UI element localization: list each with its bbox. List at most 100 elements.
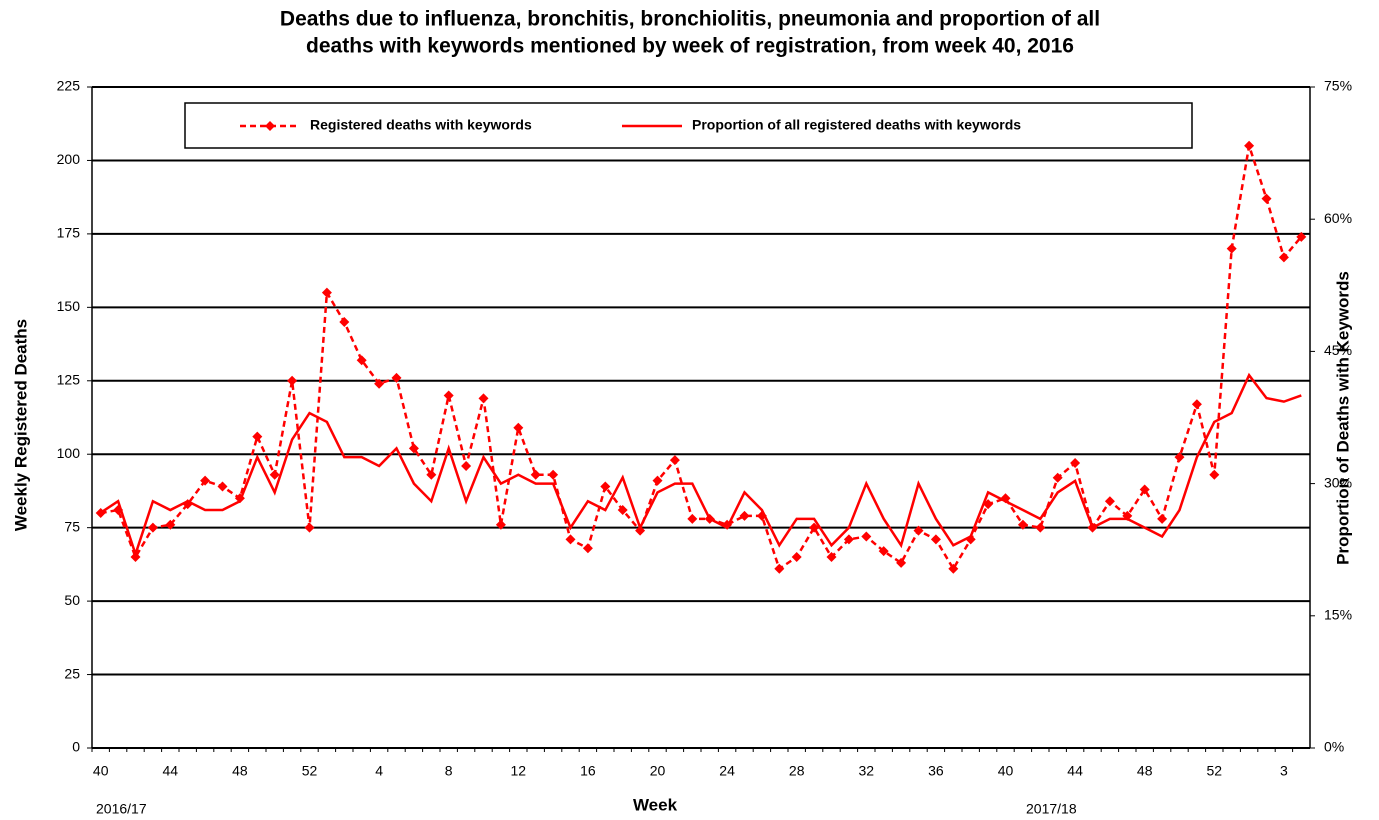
x-tick-label: 28: [789, 763, 805, 779]
series-marker: [321, 287, 332, 298]
x-tick-label: 8: [445, 763, 453, 779]
series-marker: [843, 534, 854, 545]
x-tick-label: 16: [580, 763, 596, 779]
y-tick-label: 225: [57, 78, 81, 94]
series-marker: [1035, 522, 1046, 533]
series-line: [100, 372, 1302, 559]
series-marker: [1226, 243, 1237, 254]
x-tick-label: 36: [928, 763, 944, 779]
series-marker: [582, 543, 593, 554]
series-marker: [600, 481, 611, 492]
series-marker: [304, 522, 315, 533]
y-tick-label: 150: [57, 298, 81, 314]
series-marker: [930, 534, 941, 545]
series-marker: [513, 422, 524, 433]
series-marker: [687, 513, 698, 524]
series-marker: [652, 475, 663, 486]
series-marker: [1278, 252, 1289, 263]
series-marker: [426, 469, 437, 480]
x-tick-label: 44: [163, 763, 179, 779]
legend-box: [184, 102, 1193, 149]
series-marker: [217, 481, 228, 492]
y2-tick-label: 30%: [1324, 474, 1352, 490]
y-axis-title: Weekly Registered Deaths: [11, 319, 30, 531]
series-marker: [617, 505, 628, 516]
chart-title: Deaths due to influenza, bronchitis, bro…: [280, 8, 1100, 31]
series-line: [100, 145, 1303, 572]
y2-tick-label: 0%: [1324, 739, 1344, 755]
series-marker: [826, 552, 837, 563]
season-label: 2017/18: [1026, 801, 1077, 817]
series-marker: [1017, 519, 1028, 530]
series-marker: [1296, 231, 1307, 242]
legend-marker: [265, 121, 275, 131]
series-marker: [739, 510, 750, 521]
x-tick-label: 4: [375, 763, 383, 779]
x-tick-label: 3: [1280, 763, 1288, 779]
series-marker: [391, 372, 402, 383]
series-marker: [530, 469, 541, 480]
y-tick-label: 175: [57, 225, 81, 241]
y-tick-label: 100: [57, 445, 81, 461]
legend-label: Proportion of all registered deaths with…: [692, 117, 1021, 133]
series-marker: [635, 525, 646, 536]
series-marker: [1244, 140, 1255, 151]
series-marker: [861, 531, 872, 542]
series-marker: [809, 522, 820, 533]
season-label: 2016/17: [96, 801, 147, 817]
series-marker: [252, 431, 263, 442]
series-marker: [1261, 193, 1272, 204]
series-marker: [948, 563, 959, 574]
series-marker: [565, 534, 576, 545]
x-tick-label: 24: [719, 763, 735, 779]
series-marker: [1070, 458, 1081, 469]
x-tick-label: 40: [93, 763, 109, 779]
series-marker: [356, 355, 367, 366]
x-tick-label: 40: [998, 763, 1014, 779]
y2-axis-title: Proportion of Deaths with Keywords: [1333, 271, 1352, 565]
y2-tick-label: 15%: [1324, 607, 1352, 623]
series-marker: [443, 390, 454, 401]
legend-label: Registered deaths with keywords: [310, 117, 532, 133]
y-tick-label: 25: [64, 665, 80, 681]
x-tick-label: 52: [302, 763, 318, 779]
series-marker: [1052, 472, 1063, 483]
y2-tick-label: 45%: [1324, 342, 1352, 358]
series-marker: [269, 469, 280, 480]
series-marker: [408, 443, 419, 454]
series-marker: [913, 525, 924, 536]
series-marker: [756, 510, 767, 521]
y2-tick-label: 75%: [1324, 78, 1352, 94]
y-tick-label: 50: [64, 592, 80, 608]
x-tick-label: 48: [232, 763, 248, 779]
series-marker: [878, 546, 889, 557]
x-tick-label: 52: [1207, 763, 1223, 779]
x-tick-label: 12: [511, 763, 527, 779]
series-marker: [791, 552, 802, 563]
series-marker: [374, 378, 385, 389]
x-tick-label: 20: [650, 763, 666, 779]
y-tick-label: 200: [57, 151, 81, 167]
series-marker: [669, 455, 680, 466]
x-axis-title: Week: [633, 795, 678, 814]
series-marker: [200, 475, 211, 486]
series-marker: [461, 460, 472, 471]
series-marker: [896, 557, 907, 568]
series-marker: [1174, 452, 1185, 463]
x-tick-label: 48: [1137, 763, 1153, 779]
series-marker: [1191, 399, 1202, 410]
y-tick-label: 0: [72, 739, 80, 755]
series-marker: [147, 522, 158, 533]
series-marker: [1209, 469, 1220, 480]
series-marker: [548, 469, 559, 480]
x-tick-label: 44: [1067, 763, 1083, 779]
series-marker: [287, 375, 298, 386]
series-marker: [1104, 496, 1115, 507]
y2-tick-label: 60%: [1324, 210, 1352, 226]
series-marker: [165, 519, 176, 530]
y-tick-label: 125: [57, 371, 81, 387]
x-tick-label: 32: [859, 763, 875, 779]
series-marker: [478, 393, 489, 404]
series-marker: [339, 317, 350, 328]
